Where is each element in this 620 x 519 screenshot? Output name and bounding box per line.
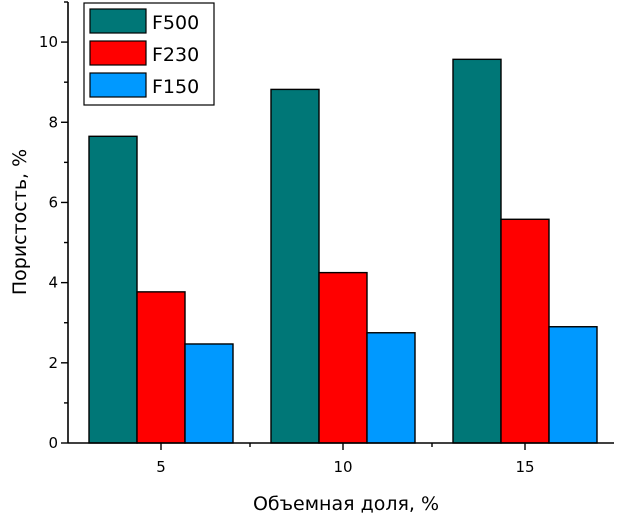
y-tick-label: 6 <box>48 193 58 211</box>
x-tick-label-5: 5 <box>156 458 166 476</box>
legend: F500 F230 F150 <box>83 2 215 106</box>
x-tick-label-15: 15 <box>515 458 534 476</box>
ticks-group: 0 2 4 6 8 10 5 10 15 <box>39 1 535 476</box>
x-tick-label-10: 10 <box>333 458 352 476</box>
y-tick-label: 4 <box>48 274 58 292</box>
x-axis-title: Объемная доля, % <box>253 493 439 515</box>
bar-f150-15 <box>548 326 598 444</box>
legend-swatch-f150 <box>89 72 147 98</box>
y-tick-label: 8 <box>48 113 58 131</box>
legend-swatch-f230 <box>89 40 147 66</box>
bar-f230-10 <box>318 271 368 444</box>
legend-label-f500: F500 <box>152 12 199 34</box>
y-tick-label: 0 <box>48 434 58 452</box>
bar-f500-15 <box>452 58 502 444</box>
bar-f500-5 <box>88 135 138 444</box>
bar-f230-5 <box>136 291 186 444</box>
y-tick-label: 10 <box>39 33 58 51</box>
bar-f500-10 <box>270 88 320 444</box>
bars-group <box>88 58 598 444</box>
bar-f150-10 <box>366 332 416 444</box>
axes-group <box>67 2 614 444</box>
bar-f150-5 <box>184 343 234 444</box>
legend-label-f230: F230 <box>152 44 199 66</box>
y-axis-title: Пористость, % <box>9 149 31 295</box>
legend-swatch-f500 <box>89 8 147 34</box>
legend-label-f150: F150 <box>152 76 199 98</box>
y-tick-label: 2 <box>48 354 58 372</box>
bar-f230-15 <box>500 218 550 444</box>
